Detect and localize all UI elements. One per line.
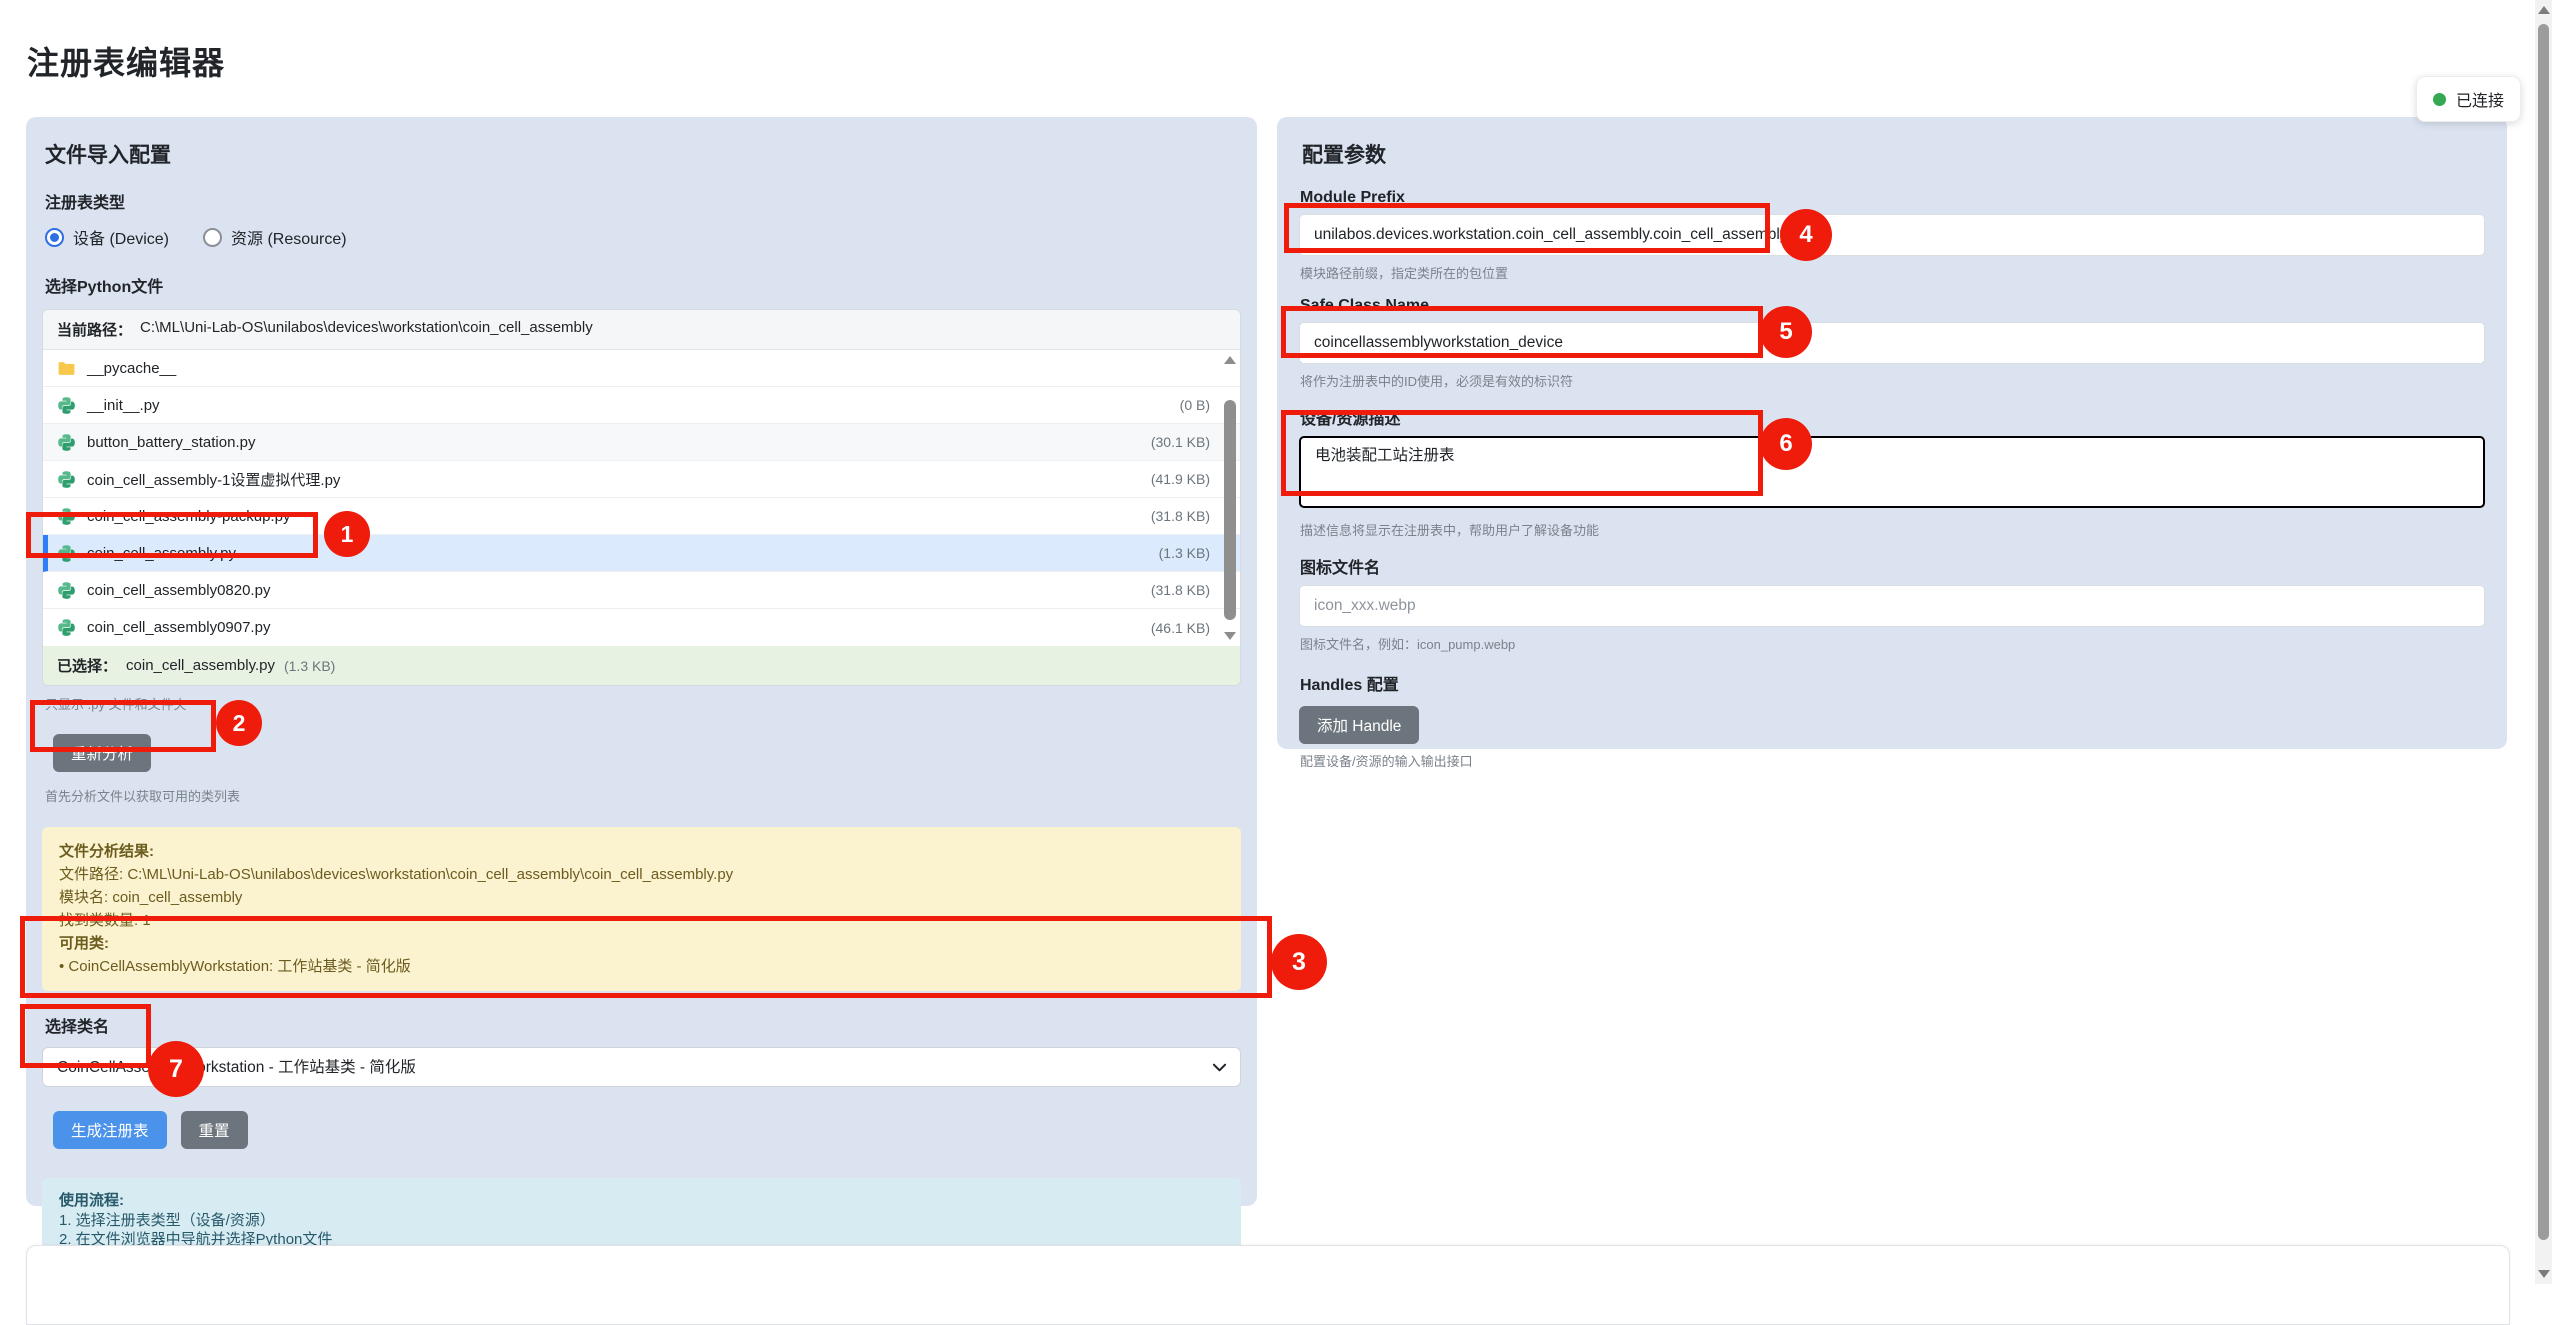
current-path-value: C:\ML\Uni-Lab-OS\unilabos\devices\workst… (140, 319, 593, 336)
module-prefix-input[interactable] (1299, 214, 2485, 256)
python-file-icon (57, 507, 76, 526)
reanalyze-button[interactable]: 重新分析 (53, 734, 152, 772)
scroll-down-icon[interactable] (1224, 632, 1236, 640)
python-file-icon (57, 581, 76, 600)
icon-file-hint: 图标文件名，例如：icon_pump.webp (1300, 637, 1516, 652)
folder-icon (57, 359, 76, 378)
handles-hint: 配置设备/资源的输入输出接口 (1300, 754, 1473, 769)
python-file-icon (57, 544, 76, 563)
safe-class-name-label: Safe Class Name (1300, 297, 1429, 314)
filter-hint: 只显示 .py 文件和文件夹 (45, 697, 187, 712)
file-name: __pycache__ (87, 359, 177, 377)
file-list-scrollbar-thumb[interactable] (1224, 400, 1236, 620)
description-label: 设备/资源描述 (1300, 411, 1401, 428)
callout-circle-3: 3 (1271, 934, 1327, 990)
file-row-button-battery[interactable]: button_battery_station.py (30.1 KB) (43, 424, 1240, 461)
icon-file-label: 图标文件名 (1300, 560, 1381, 577)
module-prefix-label: Module Prefix (1300, 189, 1405, 206)
file-name: button_battery_station.py (87, 433, 256, 451)
usage-step: 1. 选择注册表类型（设备/资源） (59, 1211, 275, 1229)
file-size: (1.3 KB) (1158, 545, 1210, 561)
file-name: coin_cell_assembly0820.py (87, 581, 271, 599)
icon-file-input[interactable] (1299, 585, 2485, 627)
python-file-icon (57, 618, 76, 637)
page-title: 注册表编辑器 (27, 45, 226, 81)
usage-step: 2. 在文件浏览器中导航并选择Python文件 (59, 1231, 333, 1249)
class-select-dropdown[interactable]: CoinCellAssemblyWorkstation - 工作站基类 - 简化… (42, 1047, 1241, 1087)
analysis-available-class: • CoinCellAssemblyWorkstation: 工作站基类 - 简… (59, 958, 411, 975)
description-textarea[interactable]: 电池装配工站注册表 (1299, 436, 2485, 508)
analysis-class-count: 找到类数量: 1 (59, 912, 151, 929)
scroll-down-icon[interactable] (2538, 1270, 2550, 1278)
file-list-scrollbar[interactable] (1223, 352, 1237, 644)
selected-file-size: (1.3 KB) (283, 657, 336, 674)
file-row-virtual-proxy[interactable]: coin_cell_assembly-1设置虚拟代理.py (41.9 KB) (43, 461, 1240, 498)
module-prefix-hint: 模块路径前缀，指定类所在的包位置 (1300, 266, 1509, 281)
handles-config-label: Handles 配置 (1300, 677, 1399, 694)
python-file-icon (57, 470, 76, 489)
file-size: (30.1 KB) (1150, 434, 1210, 450)
file-list: __pycache__ __init__.py (0 B) button_bat… (43, 350, 1240, 646)
file-import-panel: 文件导入配置 注册表类型 设备 (Device) 资源 (Resource) 选… (26, 117, 1257, 1322)
radio-device-label: 设备 (Device) (73, 231, 170, 248)
file-row-packup[interactable]: coin_cell_assembly-packup.py (31.8 KB) (43, 498, 1240, 535)
radio-resource[interactable]: 资源 (Resource) (203, 225, 347, 249)
usage-title: 使用流程: (59, 1192, 124, 1209)
registry-type-options: 设备 (Device) 资源 (Resource) (45, 225, 1241, 249)
registry-type-label: 注册表类型 (45, 195, 126, 212)
add-handle-button[interactable]: 添加 Handle (1299, 706, 1420, 744)
radio-device[interactable]: 设备 (Device) (45, 225, 169, 249)
file-size: (46.1 KB) (1150, 619, 1210, 636)
scroll-up-icon[interactable] (2538, 6, 2550, 14)
file-name: coin_cell_assembly.py (87, 544, 236, 562)
analysis-file-path: 文件路径: C:\ML\Uni-Lab-OS\unilabos\devices\… (59, 866, 734, 883)
description-hint: 描述信息将显示在注册表中，帮助用户了解设备功能 (1300, 523, 1600, 538)
right-panel-title: 配置参数 (1302, 144, 1386, 167)
bottom-card (26, 1245, 2510, 1325)
radio-resource-label: 资源 (Resource) (231, 231, 347, 248)
selected-file-bar: 已选择： coin_cell_assembly.py (1.3 KB) (43, 646, 1240, 685)
scroll-up-icon[interactable] (1224, 356, 1236, 364)
connection-status-label: 已连接 (2456, 93, 2505, 110)
file-name: coin_cell_assembly0907.py (87, 619, 271, 636)
left-panel-title: 文件导入配置 (45, 144, 171, 167)
analysis-title: 文件分析结果: (59, 843, 154, 860)
current-path-bar: 当前路径： C:\ML\Uni-Lab-OS\unilabos\devices\… (43, 310, 1240, 350)
file-name: coin_cell_assembly-packup.py (87, 507, 291, 525)
file-size: (31.8 KB) (1150, 582, 1210, 598)
analysis-available-label: 可用类: (59, 935, 109, 952)
connected-dot-icon (2433, 92, 2446, 106)
file-row-coin-cell-assembly-selected[interactable]: coin_cell_assembly.py (1.3 KB) (43, 535, 1240, 572)
generate-registry-button[interactable]: 生成注册表 (53, 1111, 167, 1149)
config-params-panel: 配置参数 Module Prefix 模块路径前缀，指定类所在的包位置 Safe… (1277, 117, 2507, 769)
file-row-0820[interactable]: coin_cell_assembly0820.py (31.8 KB) (43, 572, 1240, 609)
analysis-module-name: 模块名: coin_cell_assembly (59, 889, 243, 906)
select-python-file-label: 选择Python文件 (45, 279, 164, 296)
python-file-icon (57, 433, 76, 452)
selected-file-label: 已选择： (57, 658, 118, 675)
reset-button[interactable]: 重置 (180, 1111, 248, 1149)
page-scrollbar-thumb[interactable] (2538, 24, 2549, 1240)
selected-file-name: coin_cell_assembly.py (126, 657, 275, 674)
file-size: (0 B) (1179, 397, 1210, 413)
file-size: (41.9 KB) (1150, 471, 1210, 487)
page-scrollbar[interactable] (2535, 0, 2552, 1284)
analyze-hint: 首先分析文件以获取可用的类列表 (45, 789, 241, 804)
file-row-init[interactable]: __init__.py (0 B) (43, 387, 1240, 424)
safe-class-name-hint: 将作为注册表中的ID使用，必须是有效的标识符 (1300, 374, 1574, 389)
safe-class-name-input[interactable] (1299, 322, 2485, 364)
file-row-0907[interactable]: coin_cell_assembly0907.py (46.1 KB) (43, 609, 1240, 646)
file-row-pycache[interactable]: __pycache__ (43, 350, 1240, 387)
radio-resource-icon[interactable] (203, 227, 223, 247)
file-name: __init__.py (87, 396, 160, 414)
connection-status-badge: 已连接 (2416, 76, 2522, 122)
current-path-label: 当前路径： (57, 322, 133, 339)
analysis-result-box: 文件分析结果: 文件路径: C:\ML\Uni-Lab-OS\unilabos\… (42, 827, 1241, 991)
file-browser: 当前路径： C:\ML\Uni-Lab-OS\unilabos\devices\… (42, 309, 1241, 686)
class-select-label: 选择类名 (45, 1019, 110, 1036)
file-size: (31.8 KB) (1150, 508, 1210, 524)
radio-device-icon[interactable] (45, 227, 64, 247)
python-file-icon (57, 396, 76, 415)
file-name: coin_cell_assembly-1设置虚拟代理.py (87, 471, 341, 489)
